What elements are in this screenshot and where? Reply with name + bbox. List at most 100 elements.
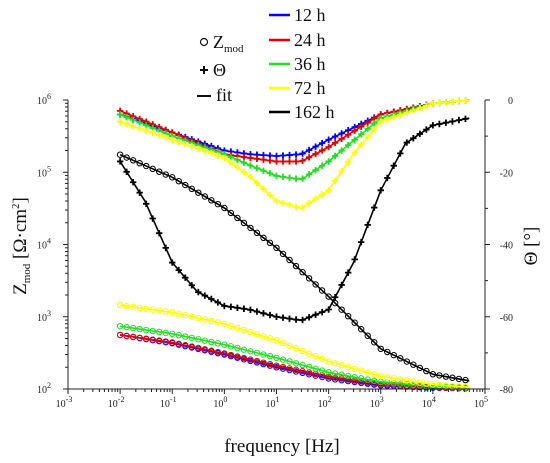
z-point-162h <box>227 209 235 217</box>
z-point-162h <box>403 358 411 365</box>
legend-marker-fit-label: fit <box>216 85 232 105</box>
z-point-162h <box>344 312 352 320</box>
series-legend: 12 h 24 h 36 h 72 h 162 h <box>269 5 335 122</box>
z-point-162h <box>195 189 202 196</box>
x-tick-label: 103 <box>370 395 384 410</box>
marker-legend: Zmod Θ fit <box>197 32 244 105</box>
z-point-162h <box>169 174 176 181</box>
z-point-72h <box>234 324 241 332</box>
z-point-72h <box>253 330 261 338</box>
z-point-162h <box>377 345 384 353</box>
y-left-tick-label: 106 <box>37 92 51 107</box>
z-point-162h <box>116 151 124 158</box>
z-point-162h <box>149 165 156 173</box>
z-point-162h <box>351 319 358 326</box>
z-fit-line-36h <box>119 325 470 389</box>
z-point-162h <box>423 367 430 375</box>
z-point-162h <box>260 234 267 242</box>
z-point-162h <box>279 250 287 258</box>
series-36h <box>116 97 470 391</box>
legend-label-36h: 36 h <box>294 54 326 74</box>
x-tick-label: 105 <box>474 395 488 410</box>
legend-marker-theta-label: Θ <box>213 60 226 80</box>
z-point-162h <box>247 224 254 232</box>
y-right-tick-label: -40 <box>500 241 513 252</box>
z-point-162h <box>182 181 189 189</box>
z-point-162h <box>162 171 169 178</box>
z-point-162h <box>318 287 326 294</box>
y-left-axis-title: Zmod [Ω·cm2] <box>10 197 33 295</box>
z-point-162h <box>201 193 209 200</box>
y-right-tick-label: -20 <box>500 168 513 179</box>
legend-label-24h: 24 h <box>294 30 326 50</box>
z-point-162h <box>397 355 404 362</box>
z-point-162h <box>299 269 306 276</box>
plot-layer <box>116 97 470 392</box>
z-point-162h <box>175 177 182 185</box>
z-point-72h <box>305 350 313 357</box>
z-point-162h <box>410 361 417 368</box>
y-left-tick-label: 102 <box>37 381 51 396</box>
z-point-162h <box>286 256 293 264</box>
z-point-162h <box>266 239 274 247</box>
z-fit-line-162h <box>119 153 470 382</box>
z-point-162h <box>208 197 215 204</box>
y-left-tick-label: 104 <box>37 237 51 252</box>
z-point-72h <box>279 339 287 347</box>
z-point-162h <box>221 204 228 212</box>
z-point-72h <box>286 342 293 349</box>
y-right-tick-label: -60 <box>500 313 513 324</box>
x-tick-label: 10-2 <box>108 395 125 410</box>
z-point-162h <box>234 214 241 222</box>
theta-fit-line-162h <box>119 117 470 322</box>
z-point-162h <box>338 306 345 313</box>
z-point-162h <box>305 275 313 282</box>
x-tick-label: 10-1 <box>160 395 177 410</box>
y-left-tick-label: 105 <box>37 164 51 179</box>
z-point-162h <box>156 168 163 175</box>
z-point-72h <box>318 355 326 363</box>
z-point-162h <box>240 219 248 227</box>
z-point-162h <box>292 262 300 270</box>
x-tick-label: 102 <box>318 395 332 410</box>
z-point-72h <box>240 326 248 334</box>
z-point-162h <box>384 348 391 356</box>
theta-fit-line-72h <box>119 99 470 210</box>
series-72h <box>116 97 470 391</box>
z-point-162h <box>142 162 150 170</box>
z-point-162h <box>358 326 365 333</box>
axes-layer: 10-3 10-2 10-1 100 101 102 103 104 105 102 103 104 1… <box>37 92 513 410</box>
z-point-162h <box>136 159 143 167</box>
z-point-72h <box>260 333 267 340</box>
legend-marker-circle <box>199 37 209 47</box>
x-tick-label: 104 <box>422 395 436 410</box>
z-point-162h <box>390 351 397 359</box>
z-point-162h <box>312 281 319 288</box>
z-point-72h <box>292 345 300 352</box>
z-point-162h <box>325 293 332 300</box>
legend-marker-plus <box>200 66 208 74</box>
y-right-axis-title: Θ [°] <box>521 227 542 266</box>
x-tick-label: 101 <box>266 395 280 410</box>
y-right-tick-label: 0 <box>508 96 513 107</box>
y-right-tick-label: -80 <box>500 385 513 396</box>
z-point-162h <box>214 200 222 208</box>
z-point-72h <box>299 347 306 355</box>
z-point-162h <box>364 332 371 339</box>
x-tick-label: 10-3 <box>56 395 73 410</box>
z-point-162h <box>371 339 378 346</box>
x-axis-title: frequency [Hz] <box>224 436 340 457</box>
z-point-72h <box>312 353 319 360</box>
legend-label-12h: 12 h <box>294 5 326 25</box>
z-point-72h <box>247 328 254 336</box>
legend-label-162h: 162 h <box>294 102 335 122</box>
series-162h <box>116 115 470 384</box>
legend-label-72h: 72 h <box>294 78 326 98</box>
x-tick-label: 100 <box>213 395 227 410</box>
z-point-162h <box>273 244 280 252</box>
z-point-162h <box>416 364 424 372</box>
z-point-162h <box>253 229 261 237</box>
z-point-162h <box>123 154 130 161</box>
z-point-72h <box>273 337 280 344</box>
